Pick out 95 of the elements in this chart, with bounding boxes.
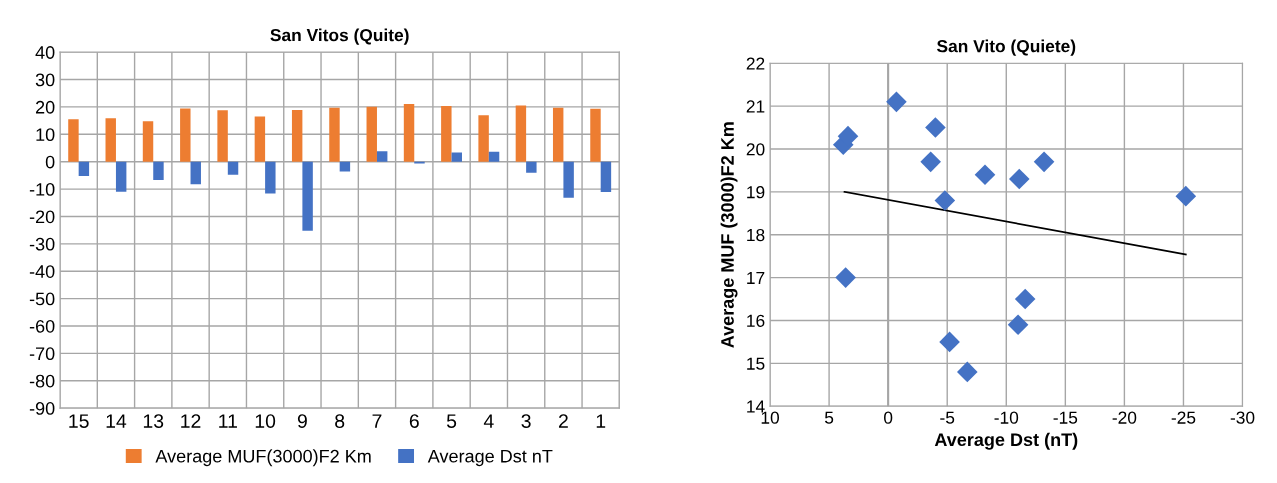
x-tick-label: 2 [558, 414, 568, 428]
legend-label: Average Dst nT [427, 449, 553, 467]
x-tick-label: 5 [824, 411, 834, 424]
point [974, 164, 996, 186]
y-tick-label: -20 [29, 210, 55, 224]
y-tick-label: 22 [746, 57, 765, 70]
point [934, 190, 956, 211]
y-tick-label: -40 [29, 265, 55, 278]
bar [552, 107, 564, 162]
bar [153, 161, 164, 181]
point [957, 361, 978, 383]
y-tick-label: -30 [29, 237, 55, 251]
x-tick-label: 6 [409, 414, 419, 428]
y-tick-label: 14 [747, 400, 765, 413]
point [886, 91, 907, 113]
bar [590, 108, 601, 162]
y-tick-label: -90 [29, 402, 55, 415]
bar [217, 110, 228, 162]
x-tick-label: -10 [994, 411, 1019, 424]
y-tick-label: 21 [746, 100, 765, 113]
y-tick-label: -70 [29, 347, 55, 361]
y-tick-label: 20 [35, 100, 55, 114]
y-tick-label: 20 [746, 143, 765, 156]
legend-label: Average MUF(3000)F2 Km [155, 449, 371, 467]
x-tick-label: 10 [761, 411, 780, 424]
bar [291, 109, 303, 162]
y-tick-label: 40 [35, 46, 55, 59]
bar [366, 106, 377, 162]
bar [329, 107, 340, 162]
bar [265, 161, 276, 194]
x-tick-label: 5 [446, 414, 457, 428]
y-tick-label: -50 [29, 292, 55, 306]
bar [451, 152, 462, 162]
y-tick-label: 15 [747, 357, 765, 370]
x-tick-label: 9 [297, 414, 307, 428]
x-tick-label: -15 [1053, 411, 1078, 424]
bar [115, 161, 127, 192]
point [939, 331, 960, 353]
point [920, 151, 941, 173]
bar [227, 161, 239, 175]
x-tick-label: 3 [521, 414, 531, 428]
x-tick-label: 15 [69, 414, 89, 428]
y-tick-label: 0 [45, 155, 55, 169]
x-tick-label: 13 [143, 414, 164, 428]
y-tick-label: 10 [36, 128, 55, 142]
chart-title: San Vitos (Quite) [270, 28, 409, 45]
bar [105, 118, 116, 162]
x-tick-label: 8 [335, 414, 345, 428]
point [1008, 168, 1030, 190]
y-axis-title: Average MUF (3000)F2 Km [720, 122, 738, 348]
point [1033, 151, 1055, 173]
bar [376, 151, 388, 162]
x-tick-label: -25 [1171, 411, 1196, 424]
bar [190, 161, 201, 185]
bar [254, 116, 266, 162]
x-tick-label: -5 [940, 411, 955, 424]
y-tick-label: -80 [29, 374, 55, 388]
bar [180, 108, 191, 162]
bar [488, 151, 500, 162]
bar [142, 121, 154, 162]
bar [339, 161, 351, 172]
x-tick-label: 10 [255, 414, 276, 428]
point [1014, 288, 1036, 310]
x-tick-label: 12 [181, 414, 201, 428]
bar [478, 115, 489, 162]
y-tick-label: -60 [29, 319, 55, 333]
bar [403, 103, 415, 162]
x-tick-label: 14 [106, 414, 127, 428]
bar [526, 161, 537, 173]
x-tick-label: 1 [596, 414, 606, 428]
bar [600, 161, 612, 193]
x-tick-label: -20 [1112, 411, 1137, 424]
x-tick-label: 4 [483, 414, 494, 428]
chart-title: San Vito (Quiete) [937, 39, 1076, 56]
y-tick-label: 19 [747, 186, 765, 199]
x-tick-label: 11 [219, 414, 237, 428]
point [925, 117, 946, 138]
bar [78, 161, 90, 176]
point [1175, 185, 1197, 207]
y-tick-label: 18 [747, 228, 765, 242]
y-tick-label: 16 [747, 314, 765, 327]
point [835, 267, 856, 288]
point [1007, 314, 1029, 336]
x-axis-title: Average Dst (nT) [934, 432, 1078, 450]
x-tick-label: -30 [1230, 411, 1255, 424]
x-tick-label: 0 [884, 411, 893, 424]
bar [68, 119, 79, 162]
bar [302, 161, 313, 231]
y-tick-label: 17 [747, 271, 765, 284]
y-tick-label: 30 [35, 73, 55, 87]
bar [515, 105, 527, 162]
y-tick-label: -10 [29, 183, 55, 196]
x-tick-label: 7 [372, 414, 382, 428]
bar [441, 106, 452, 162]
bar [563, 161, 574, 198]
